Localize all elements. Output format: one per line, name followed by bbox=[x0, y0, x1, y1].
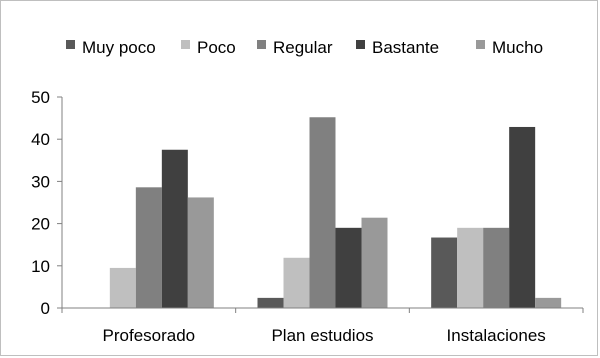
bar-1-1 bbox=[283, 257, 310, 308]
legend-label-2: Regular bbox=[273, 38, 333, 57]
bars bbox=[109, 117, 562, 308]
bar-2-0 bbox=[431, 237, 458, 308]
x-tick-label-0: Profesorado bbox=[103, 326, 196, 345]
x-tick-label-2: Instalaciones bbox=[447, 326, 546, 345]
bar-2-3 bbox=[509, 126, 536, 308]
bar-2-4 bbox=[535, 297, 562, 308]
y-tick-label-2: 20 bbox=[31, 215, 50, 234]
legend-swatch-1 bbox=[181, 40, 190, 49]
legend-swatch-4 bbox=[476, 40, 485, 49]
legend-swatch-3 bbox=[356, 40, 365, 49]
axes: 0 10 20 30 40 50 Profesorado Plan estudios Insta… bbox=[31, 88, 584, 345]
bar-1-4 bbox=[361, 217, 388, 308]
bar-1-3 bbox=[335, 227, 362, 308]
bar-0-4 bbox=[187, 197, 214, 308]
y-tick-label-5: 50 bbox=[31, 88, 50, 107]
bar-0-1 bbox=[109, 267, 136, 308]
bar-2-1 bbox=[457, 227, 484, 308]
legend: Muy poco Poco Regular Bastante Mucho bbox=[66, 38, 543, 57]
legend-swatch-0 bbox=[66, 40, 75, 49]
legend-label-1: Poco bbox=[197, 38, 236, 57]
y-tick-label-4: 40 bbox=[31, 130, 50, 149]
legend-label-0: Muy poco bbox=[82, 38, 156, 57]
legend-label-3: Bastante bbox=[372, 38, 439, 57]
x-tick-label-1: Plan estudios bbox=[271, 326, 373, 345]
bar-1-2 bbox=[309, 117, 336, 308]
bar-2-2 bbox=[483, 227, 510, 308]
legend-label-4: Mucho bbox=[492, 38, 543, 57]
y-tick-label-0: 0 bbox=[41, 299, 50, 318]
bar-1-0 bbox=[257, 297, 284, 308]
legend-swatch-2 bbox=[257, 40, 266, 49]
y-tick-label-1: 10 bbox=[31, 257, 50, 276]
bar-0-2 bbox=[135, 187, 162, 308]
bar-0-3 bbox=[161, 149, 188, 308]
y-tick-label-3: 30 bbox=[31, 172, 50, 191]
